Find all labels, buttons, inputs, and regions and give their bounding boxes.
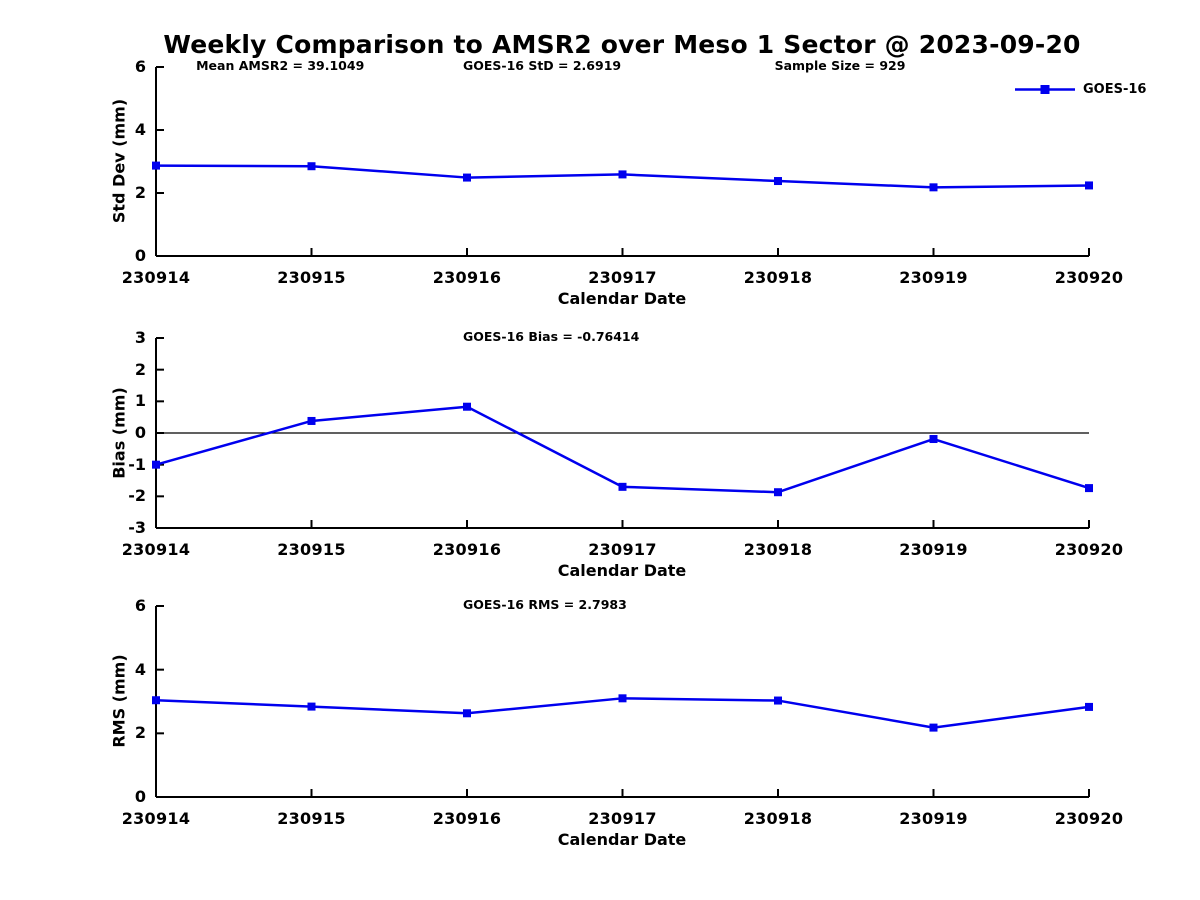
data-point-marker <box>618 482 627 491</box>
xlabel-rms: Calendar Date <box>557 830 687 849</box>
y-tick-label: 2 <box>134 723 146 743</box>
data-point-marker <box>929 183 938 192</box>
annotation: GOES-16 StD = 2.6919 <box>462 58 622 73</box>
x-tick-label: 230916 <box>432 809 502 828</box>
xlabel-stddev: Calendar Date <box>557 289 687 308</box>
y-tick-label: -1 <box>128 454 146 474</box>
y-tick-label: 3 <box>134 328 146 347</box>
x-tick-label: 230914 <box>121 809 191 828</box>
y-tick-label: 0 <box>134 787 146 806</box>
data-point-marker <box>152 460 160 469</box>
data-point-marker <box>463 709 471 718</box>
data-point-marker <box>618 170 627 179</box>
annotation: GOES-16 RMS = 2.7983 <box>462 597 627 612</box>
data-point-marker <box>152 161 160 170</box>
data-point-marker <box>929 723 938 732</box>
data-point-marker <box>463 402 471 411</box>
y-tick-label: 0 <box>134 246 146 265</box>
x-tick-label: 230920 <box>1054 540 1124 559</box>
annotation: Sample Size = 929 <box>774 58 906 73</box>
x-tick-label: 230920 <box>1054 809 1124 828</box>
data-point-marker <box>307 416 316 425</box>
x-tick-label: 230919 <box>899 809 968 828</box>
data-point-marker <box>307 702 316 711</box>
y-tick-label: -3 <box>128 518 146 537</box>
y-tick-label: 2 <box>134 183 146 202</box>
x-tick-label: 230915 <box>277 540 346 559</box>
y-tick-label: -2 <box>128 486 146 506</box>
x-tick-label: 230915 <box>277 809 346 828</box>
y-tick-label: 0 <box>134 423 146 442</box>
data-point-marker <box>929 435 938 444</box>
data-point-marker <box>307 162 316 171</box>
x-tick-label: 230916 <box>432 268 502 287</box>
x-tick-label: 230919 <box>899 268 968 287</box>
x-tick-label: 230917 <box>588 809 657 828</box>
x-tick-label: 230917 <box>588 540 657 559</box>
data-point-marker <box>618 694 627 703</box>
data-point-marker <box>1085 702 1093 711</box>
xlabel-bias: Calendar Date <box>557 561 687 580</box>
x-tick-label: 230914 <box>121 540 191 559</box>
chart-title: Weekly Comparison to AMSR2 over Meso 1 S… <box>163 30 1081 59</box>
x-tick-label: 230920 <box>1054 268 1124 287</box>
series-line <box>154 405 1091 494</box>
x-tick-label: 230915 <box>277 268 346 287</box>
y-tick-label: 6 <box>134 57 146 76</box>
x-tick-label: 230916 <box>432 540 502 559</box>
data-point-marker <box>774 177 782 186</box>
x-tick-label: 230917 <box>588 268 657 287</box>
data-point-marker <box>774 488 782 497</box>
x-tick-label: 230918 <box>743 268 813 287</box>
x-tick-label: 230914 <box>121 268 191 287</box>
x-tick-label: 230918 <box>743 809 813 828</box>
data-point-marker <box>774 696 782 705</box>
y-tick-label: 2 <box>134 359 146 379</box>
x-tick-label: 230919 <box>899 540 968 559</box>
y-tick-label: 1 <box>134 391 146 411</box>
legend-line-marker-swatch <box>1015 84 1075 94</box>
ylabel-stddev: Std Dev (mm) <box>109 98 129 224</box>
data-point-marker <box>1085 484 1093 493</box>
y-tick-label: 4 <box>134 120 146 139</box>
data-point-marker <box>152 696 160 705</box>
annotation: GOES-16 Bias = -0.76414 <box>462 329 640 344</box>
y-tick-label: 4 <box>134 659 146 679</box>
legend: GOES-16 <box>1014 81 1147 97</box>
y-tick-label: 6 <box>134 596 146 615</box>
data-point-marker <box>1085 181 1093 190</box>
data-point-marker <box>463 173 471 182</box>
series-line <box>154 697 1091 729</box>
annotation: Mean AMSR2 = 39.1049 <box>196 58 365 73</box>
x-tick-label: 230918 <box>743 540 813 559</box>
legend-label: GOES-16 <box>1083 81 1147 97</box>
